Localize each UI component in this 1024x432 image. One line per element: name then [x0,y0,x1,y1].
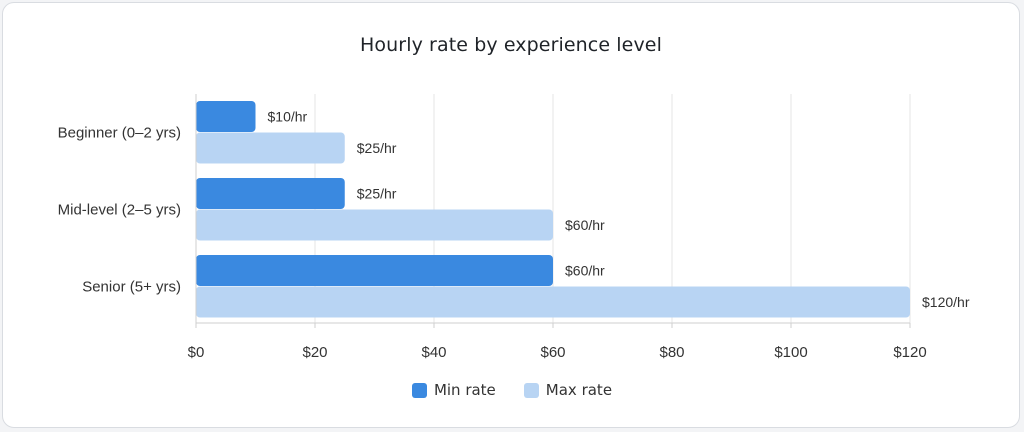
data-label: $120/hr [922,294,970,310]
data-label: $25/hr [357,186,397,202]
x-tick-label: $120 [893,344,926,361]
chart-legend: Min rate Max rate [0,381,1024,399]
legend-item-max-rate[interactable]: Max rate [523,381,613,399]
data-label: $60/hr [565,217,605,233]
x-tick-label: $80 [659,344,684,361]
data-label: $10/hr [268,109,308,125]
bar-max-rate[interactable] [196,132,345,164]
data-label: $60/hr [565,263,605,279]
x-tick-label: $0 [188,344,205,361]
y-tick-label: Beginner (0–2 yrs) [58,124,181,141]
bar-max-rate[interactable] [196,286,910,318]
x-tick-label: $60 [540,344,565,361]
data-label: $25/hr [357,140,397,156]
bar-min-rate[interactable] [196,178,345,209]
bar-min-rate[interactable] [196,101,256,132]
chart-title: Hourly rate by experience level [360,34,662,56]
bar-min-rate[interactable] [196,255,553,286]
x-tick-label: $20 [302,344,327,361]
legend-label-max-rate: Max rate [545,381,613,399]
y-tick-label: Mid-level (2–5 yrs) [58,201,181,218]
legend-item-min-rate[interactable]: Min rate [411,381,496,399]
legend-swatch-max-rate [523,382,539,398]
x-tick-label: $100 [774,344,807,361]
x-tick-label: $40 [421,344,446,361]
bar-max-rate[interactable] [196,209,553,241]
y-tick-label: Senior (5+ yrs) [82,278,181,295]
legend-swatch-min-rate [411,382,427,398]
legend-label-min-rate: Min rate [433,381,496,399]
